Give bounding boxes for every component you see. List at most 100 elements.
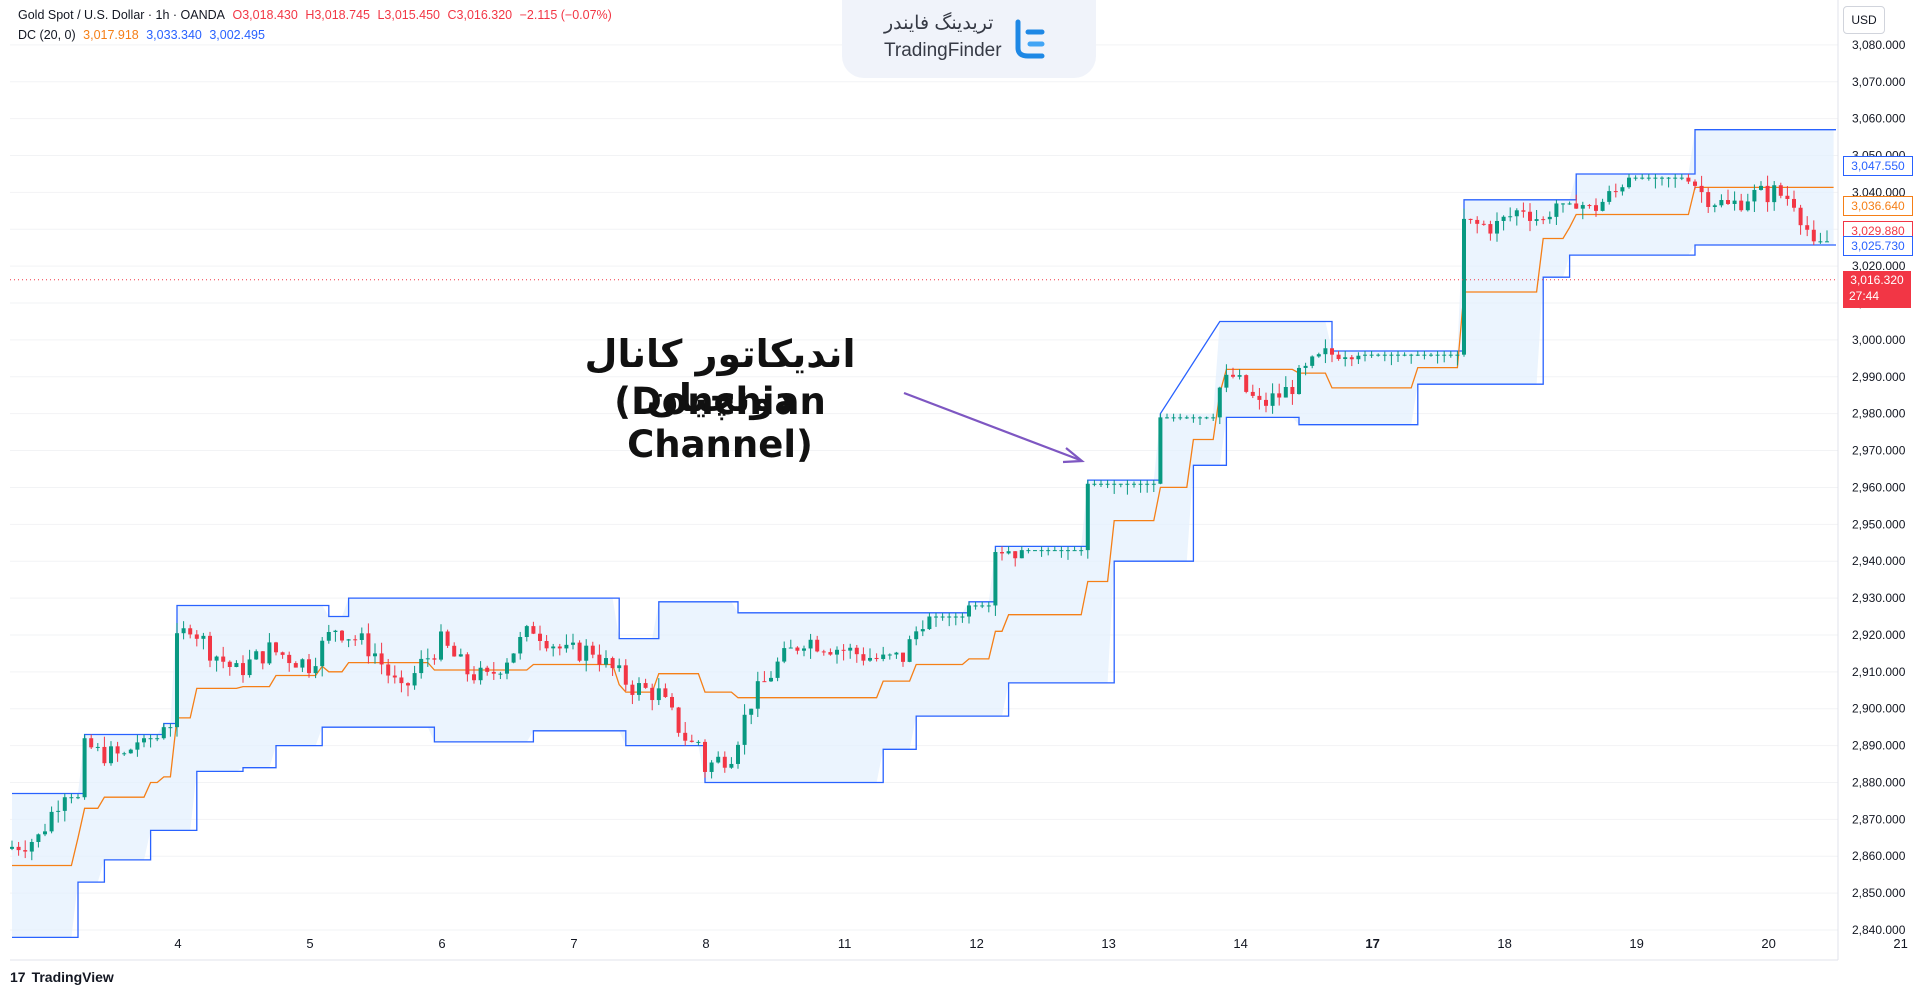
candle-body: [36, 834, 41, 842]
candle-body: [1165, 417, 1169, 419]
candle-body: [1666, 177, 1671, 179]
x-tick-label: 4: [174, 936, 181, 951]
candle-body: [1481, 223, 1486, 225]
candle-body: [505, 662, 509, 674]
candle-body: [425, 658, 430, 660]
candle-body: [227, 661, 232, 667]
annotation-arrow: [903, 391, 1085, 464]
time-axis[interactable]: 4 5 6 7 8 11 12 13 14 17 18 19 20 21: [174, 936, 1907, 951]
candle-body: [1772, 185, 1777, 203]
candle-body: [1330, 348, 1334, 355]
candle-body: [1514, 210, 1519, 217]
y-tick-label: 2,870.000: [1852, 812, 1906, 826]
candle-body: [571, 642, 575, 645]
candle-body: [1587, 205, 1592, 207]
candle-body: [1191, 417, 1196, 419]
candle-body: [637, 683, 641, 695]
candle-body: [749, 708, 754, 715]
candle-body: [128, 749, 133, 754]
x-tick-label: 13: [1101, 936, 1115, 951]
candle-body: [524, 626, 529, 637]
candle-body: [1745, 201, 1750, 211]
candle-body: [399, 677, 404, 684]
candle-body: [716, 756, 721, 763]
watermark-en: TradingFinder: [884, 40, 1002, 61]
tradingview-logo[interactable]: 17 TradingView: [10, 969, 114, 985]
symbol-legend[interactable]: Gold Spot / U.S. Dollar · 1h · OANDA O3,…: [18, 8, 616, 22]
candle-body: [1759, 185, 1763, 190]
candle-body: [76, 797, 80, 799]
candle-body: [643, 683, 648, 688]
x-tick-label: 18: [1497, 936, 1511, 951]
candle-body: [1066, 550, 1070, 552]
candle-body: [1217, 387, 1222, 418]
candle-body: [934, 616, 938, 618]
candle-body: [604, 658, 608, 665]
candle-body: [868, 657, 872, 661]
candle-body: [1290, 387, 1295, 395]
y-tick-label: 2,970.000: [1852, 444, 1906, 458]
indicator-legend[interactable]: DC (20, 0) 3,017.918 3,033.340 3,002.495: [18, 28, 269, 42]
x-tick-label: 14: [1233, 936, 1247, 951]
candle-body: [927, 616, 932, 630]
candle-body: [1250, 391, 1255, 396]
candle-body: [293, 663, 298, 668]
bar-countdown: 27:44: [1849, 288, 1880, 303]
candle-body: [419, 658, 424, 674]
candle-body: [29, 841, 34, 852]
candle-body: [1567, 203, 1572, 205]
candle-body: [359, 633, 364, 640]
y-tick-label: 2,860.000: [1852, 849, 1906, 863]
candle-body: [1099, 483, 1103, 485]
x-tick-label: 21: [1893, 936, 1907, 951]
candle-body: [696, 741, 701, 743]
x-tick-label: 17: [1365, 936, 1379, 951]
candle-body: [168, 727, 173, 729]
candle-body: [102, 746, 107, 764]
y-tick-label: 3,000.000: [1852, 333, 1906, 347]
candle-body: [1316, 354, 1321, 357]
candle-body: [861, 654, 866, 661]
candle-body: [10, 846, 14, 849]
candle-body: [452, 645, 457, 657]
candle-body: [670, 696, 674, 708]
candle-body: [208, 635, 212, 661]
candle-body: [1151, 483, 1156, 485]
candle-body: [214, 656, 219, 661]
candle-body: [432, 658, 437, 660]
candle-body: [1811, 229, 1816, 242]
candle-body: [320, 640, 325, 667]
candle-body: [346, 639, 351, 641]
candle-body: [920, 629, 925, 632]
candle-body: [1488, 224, 1493, 234]
candle-body: [392, 675, 397, 678]
candle-body: [287, 654, 292, 664]
candle-body: [1145, 483, 1150, 485]
candle-body: [307, 659, 311, 674]
indicator-name[interactable]: DC (20, 0): [18, 28, 76, 42]
candle-body: [650, 687, 655, 701]
candle-body: [1257, 395, 1262, 400]
candle-body: [1184, 417, 1189, 419]
currency-selector[interactable]: USD: [1843, 6, 1885, 34]
candle-body: [1475, 219, 1480, 224]
candle-body: [260, 651, 265, 664]
candle-body: [300, 659, 305, 668]
candle-body: [1231, 374, 1235, 377]
candle-body: [914, 631, 919, 640]
candle-body: [1607, 191, 1612, 202]
candle-body: [874, 657, 879, 660]
x-tick-label: 11: [838, 936, 852, 951]
candle-body: [1693, 181, 1697, 186]
candle-body: [1633, 177, 1638, 179]
candle-body: [1171, 417, 1176, 419]
candle-body: [993, 552, 998, 606]
candle-body: [1085, 483, 1090, 551]
symbol-name[interactable]: Gold Spot / U.S. Dollar · 1h · OANDA: [18, 8, 226, 22]
candle-body: [1429, 354, 1433, 356]
candle-body: [1554, 203, 1559, 217]
candle-body: [1673, 177, 1678, 179]
y-tick-label: 2,910.000: [1852, 665, 1906, 679]
watermark-banner: [842, 0, 1096, 78]
